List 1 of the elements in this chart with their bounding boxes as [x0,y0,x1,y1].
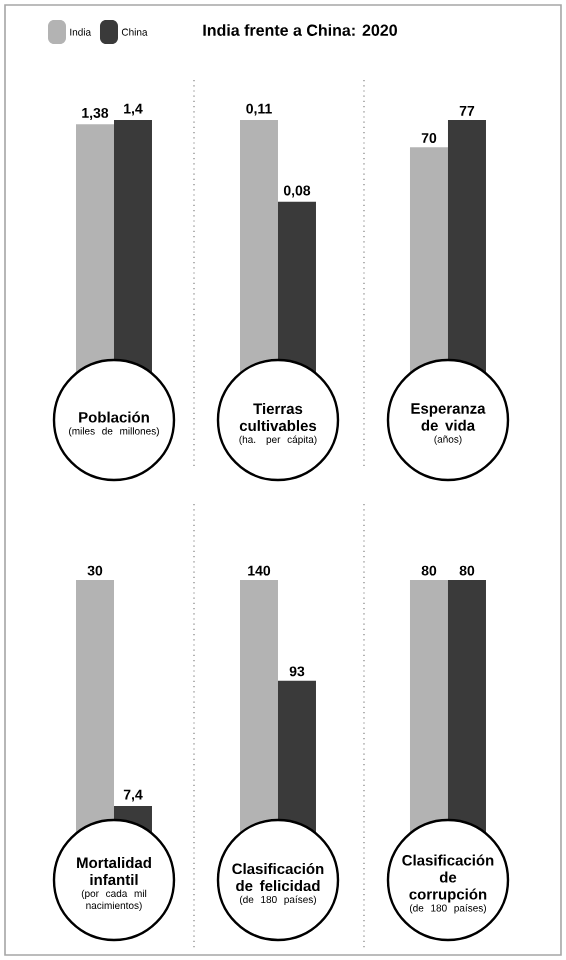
chart-title: India frente a China: 2020 [203,24,397,36]
